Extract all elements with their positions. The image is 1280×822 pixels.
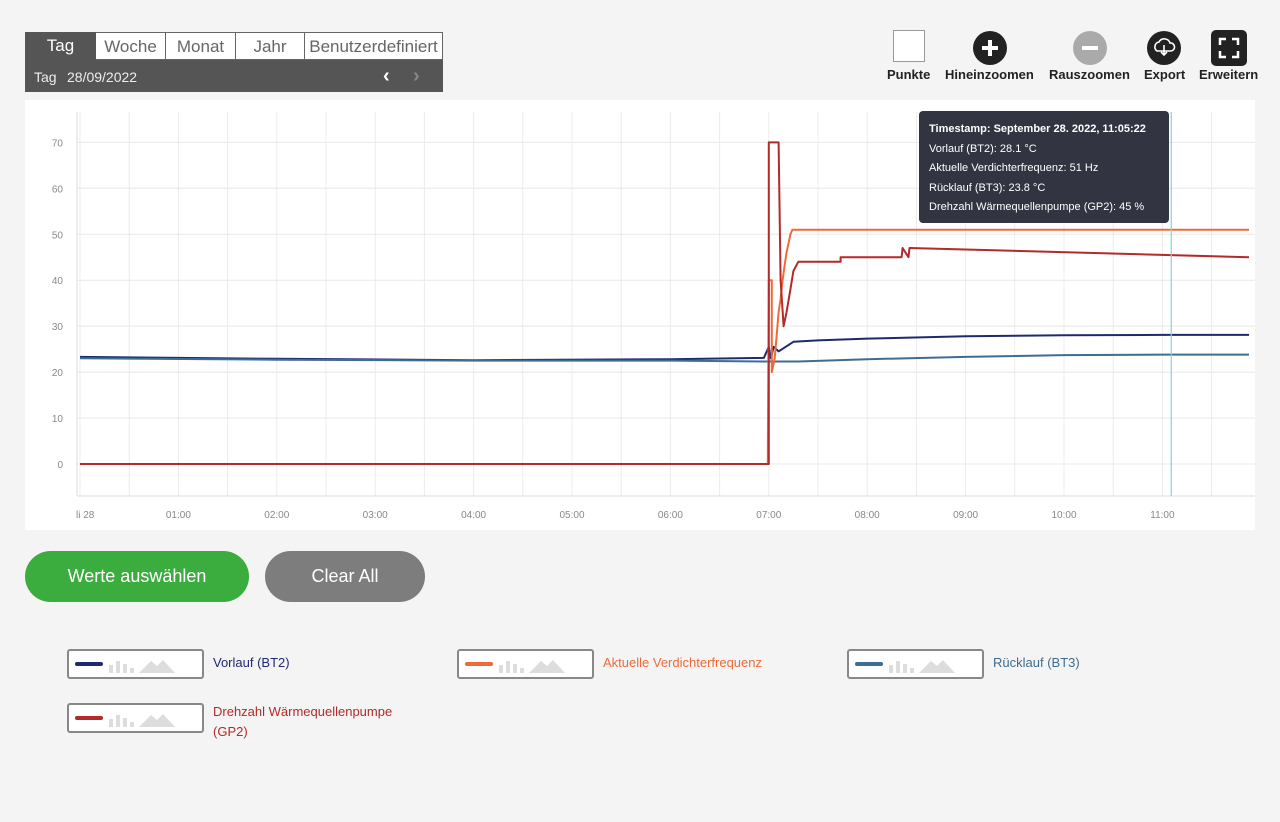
chart-tooltip: Timestamp: September 28. 2022, 11:05:22 … (919, 111, 1169, 223)
legend-toggle-2[interactable] (457, 649, 594, 679)
x-tick-label: 08:00 (855, 510, 880, 521)
x-tick-label: 02:00 (264, 510, 289, 521)
points-label: Punkte (887, 67, 931, 82)
tooltip-line-pump: Drehzahl Wärmequellenpumpe (GP2): 45 % (929, 201, 1145, 213)
x-tick-label: 07:00 (756, 510, 781, 521)
area-chart-icon (529, 660, 565, 673)
series-line-1 (79, 333, 1249, 362)
date-value: 28/09/2022 (67, 69, 138, 85)
legend-toggle-3[interactable] (847, 649, 984, 679)
x-tick-label: 04:00 (461, 510, 486, 521)
plus-icon (973, 31, 1007, 65)
y-tick-label: 0 (57, 460, 63, 471)
minus-icon (1073, 31, 1107, 65)
chart-area[interactable]: 0 10 20 30 40 50 60 70 li 28 01:00 02:00 03:00 04:00… (25, 100, 1255, 530)
expand-button[interactable]: Erweitern (1199, 30, 1258, 82)
cloud-download-icon (1147, 31, 1181, 65)
series-line-3 (80, 228, 1249, 465)
bar-chart-icon (889, 661, 914, 673)
prev-day-button[interactable]: ‹ (383, 65, 390, 87)
tab-day[interactable]: Tag (25, 32, 96, 60)
legend-color-line (75, 662, 103, 666)
period-selector: Tag Woche Monat Jahr Benutzerdefiniert T… (25, 32, 443, 92)
bar-chart-icon (499, 661, 524, 673)
bar-chart-icon (109, 715, 134, 727)
y-tick-label: 50 (52, 230, 64, 241)
zoom-out-label: Rauszoomen (1049, 67, 1130, 82)
x-tick-label: 05:00 (559, 510, 584, 521)
legend-toggle-1[interactable] (67, 649, 204, 679)
x-tick-label: 06:00 (658, 510, 683, 521)
legend-toggle-4[interactable] (67, 703, 204, 733)
y-tick-label: 10 (52, 414, 64, 425)
date-label: Tag (34, 69, 57, 85)
zoom-out-button[interactable]: Rauszoomen (1049, 30, 1130, 82)
clear-all-button[interactable]: Clear All (265, 551, 425, 602)
tab-month[interactable]: Monat (166, 32, 236, 60)
legend-label-4[interactable]: Drehzahl Wärmequellenpumpe (GP2) (213, 704, 393, 739)
x-tick-label: 11:00 (1150, 510, 1175, 521)
area-chart-icon (139, 714, 175, 727)
select-values-button[interactable]: Werte auswählen (25, 551, 249, 602)
tab-week[interactable]: Woche (96, 32, 166, 60)
export-button[interactable]: Export (1144, 30, 1185, 82)
tooltip-timestamp: Timestamp: September 28. 2022, 11:05:22 (929, 123, 1146, 135)
tooltip-line-frequency: Aktuelle Verdichterfrequenz: 51 Hz (929, 162, 1099, 174)
legend-color-line (465, 662, 493, 666)
series-line-4 (80, 141, 1250, 465)
zoom-in-button[interactable]: Hineinzoomen (945, 30, 1034, 82)
date-row: Tag 28/09/2022 ‹ › (25, 61, 443, 92)
next-day-button[interactable]: › (413, 65, 420, 87)
y-tick-label: 60 (52, 184, 64, 195)
series-line-2 (79, 353, 1249, 363)
x-tick-label: 10:00 (1051, 510, 1076, 521)
y-tick-label: 20 (52, 368, 64, 379)
line-chart[interactable]: 0 10 20 30 40 50 60 70 li 28 01:00 02:00 03:00 04:00… (25, 100, 1255, 530)
legend-label-1[interactable]: Vorlauf (BT2) (213, 655, 290, 670)
tab-year[interactable]: Jahr (236, 32, 305, 60)
bar-chart-icon (109, 661, 134, 673)
area-chart-icon (139, 660, 175, 673)
export-label: Export (1144, 67, 1186, 82)
y-tick-label: 40 (52, 276, 64, 287)
x-tick-label: 03:00 (363, 510, 388, 521)
fullscreen-icon (1211, 30, 1247, 66)
points-toggle[interactable]: Punkte (887, 30, 930, 82)
tooltip-line-vorlauf: Vorlauf (BT2): 28.1 °C (929, 142, 1037, 155)
y-tick-label: 30 (52, 322, 64, 333)
legend-label-2[interactable]: Aktuelle Verdichterfrequenz (603, 655, 762, 670)
legend-color-line (75, 716, 103, 720)
y-tick-label: 70 (52, 138, 64, 149)
legend-color-line (855, 662, 883, 666)
x-tick-label: li 28 (76, 510, 95, 521)
points-checkbox-icon (893, 30, 925, 62)
x-tick-label: 01:00 (166, 510, 191, 521)
area-chart-icon (919, 660, 955, 673)
legend-label-3[interactable]: Rücklauf (BT3) (993, 655, 1080, 670)
tab-custom[interactable]: Benutzerdefiniert (305, 32, 443, 60)
expand-label: Erweitern (1199, 67, 1259, 82)
zoom-in-label: Hineinzoomen (945, 67, 1034, 82)
tooltip-line-ruecklauf: Rücklauf (BT3): 23.8 °C (929, 181, 1046, 194)
x-tick-label: 09:00 (953, 510, 978, 521)
period-tabs: Tag Woche Monat Jahr Benutzerdefiniert (25, 32, 443, 61)
